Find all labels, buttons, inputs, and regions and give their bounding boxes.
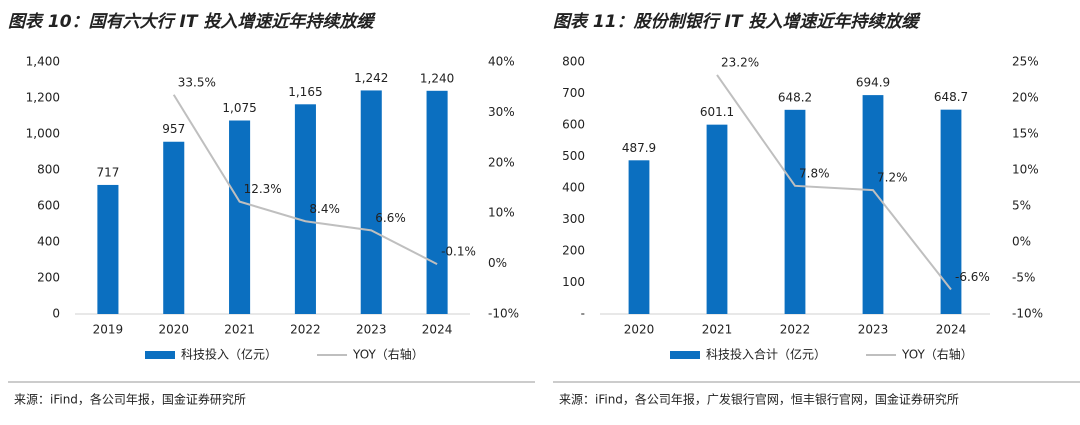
y-tick-label: 200	[562, 244, 585, 258]
y2-tick-label: 10%	[1012, 163, 1039, 177]
bar-value-label: 717	[96, 165, 119, 179]
bar	[360, 90, 382, 314]
y-tick-label: 400	[37, 235, 60, 249]
y-tick-label: 800	[562, 55, 585, 69]
y2-tick-label: 25%	[1012, 55, 1039, 69]
legend-swatch	[670, 351, 700, 359]
y2-tick-label: 5%	[1012, 199, 1031, 213]
y-tick-label: 1,000	[26, 127, 60, 141]
line-value-label: -6.6%	[955, 270, 990, 284]
y-tick-label: 1,200	[26, 91, 60, 105]
x-tick-label: 2024	[936, 323, 967, 337]
legend-label: YOY（右轴）	[352, 347, 424, 362]
bar	[294, 104, 316, 314]
bar	[426, 90, 448, 314]
legend-label: 科技投入合计（亿元）	[706, 347, 826, 362]
y2-tick-label: 10%	[488, 206, 515, 220]
y-tick-label: 1,400	[26, 55, 60, 69]
y2-tick-label: -5%	[1012, 271, 1035, 285]
x-tick-label: 2022	[290, 323, 321, 337]
y-tick-label: 0	[52, 307, 60, 321]
y-tick-label: 800	[37, 163, 60, 177]
y-tick-label: 400	[562, 181, 585, 195]
y2-tick-label: -10%	[488, 307, 519, 321]
line-value-label: 7.8%	[799, 166, 830, 180]
bar-value-label: 1,075	[222, 101, 256, 115]
bar-value-label: 487.9	[622, 141, 656, 155]
line-value-label: -0.1%	[441, 245, 476, 259]
chart-title: 图表 11：股份制银行 IT 投入增速近年持续放缓	[553, 12, 921, 32]
bar	[940, 109, 962, 314]
line-value-label: 8.4%	[309, 202, 340, 216]
bar-value-label: 694.9	[856, 76, 890, 90]
y2-tick-label: 0%	[1012, 235, 1031, 249]
bar-value-label: 648.2	[778, 90, 812, 104]
bar	[163, 141, 185, 314]
x-tick-label: 2023	[356, 323, 387, 337]
chart-title: 图表 10：国有六大行 IT 投入增速近年持续放缓	[8, 12, 376, 32]
line-value-label: 33.5%	[178, 75, 216, 89]
y-tick-label: 300	[562, 212, 585, 226]
y2-tick-label: -10%	[1012, 307, 1043, 321]
bar	[706, 124, 728, 314]
bar	[784, 109, 806, 314]
legend-swatch	[145, 351, 175, 359]
y-tick-label: 600	[562, 118, 585, 132]
bar-value-label: 648.7	[934, 90, 968, 104]
bar-value-label: 1,165	[288, 85, 322, 99]
x-tick-label: 2021	[224, 323, 255, 337]
x-tick-label: 2023	[858, 323, 889, 337]
bar-value-label: 957	[162, 122, 185, 136]
y2-tick-label: 20%	[488, 155, 515, 169]
source-note: 来源：iFind，各公司年报，国金证券研究所	[14, 392, 246, 407]
legend-label: 科技投入（亿元）	[181, 347, 277, 362]
bar-value-label: 601.1	[700, 105, 734, 119]
bar-value-label: 1,242	[354, 71, 388, 85]
line-value-label: 6.6%	[375, 211, 406, 225]
y2-tick-label: 30%	[488, 105, 515, 119]
yoy-line	[716, 74, 952, 291]
y-tick-label: 700	[562, 86, 585, 100]
line-value-label: 7.2%	[877, 171, 908, 185]
bar	[229, 120, 251, 314]
yoy-line	[172, 94, 438, 265]
bar	[862, 95, 884, 314]
bar	[97, 184, 119, 314]
y2-tick-label: 40%	[488, 55, 515, 69]
line-value-label: 12.3%	[244, 182, 282, 196]
y2-tick-label: 15%	[1012, 127, 1039, 141]
y2-tick-label: 0%	[488, 256, 507, 270]
y-tick-label: 100	[562, 275, 585, 289]
source-note: 来源：iFind，各公司年报，广发银行官网，恒丰银行官网，国金证券研究所	[559, 392, 959, 407]
y2-tick-label: 20%	[1012, 91, 1039, 105]
x-tick-label: 2020	[158, 323, 189, 337]
x-tick-label: 2024	[422, 323, 453, 337]
x-tick-label: 2022	[780, 323, 811, 337]
line-value-label: 23.2%	[721, 55, 759, 69]
legend-label: YOY（右轴）	[901, 347, 973, 362]
x-tick-label: 2021	[702, 323, 733, 337]
y-tick-label: -	[581, 307, 585, 321]
y-tick-label: 200	[37, 271, 60, 285]
bar-value-label: 1,240	[420, 71, 454, 85]
y-tick-label: 500	[562, 149, 585, 163]
x-tick-label: 2020	[624, 323, 655, 337]
x-tick-label: 2019	[93, 323, 124, 337]
y-tick-label: 600	[37, 199, 60, 213]
bar	[628, 160, 650, 314]
